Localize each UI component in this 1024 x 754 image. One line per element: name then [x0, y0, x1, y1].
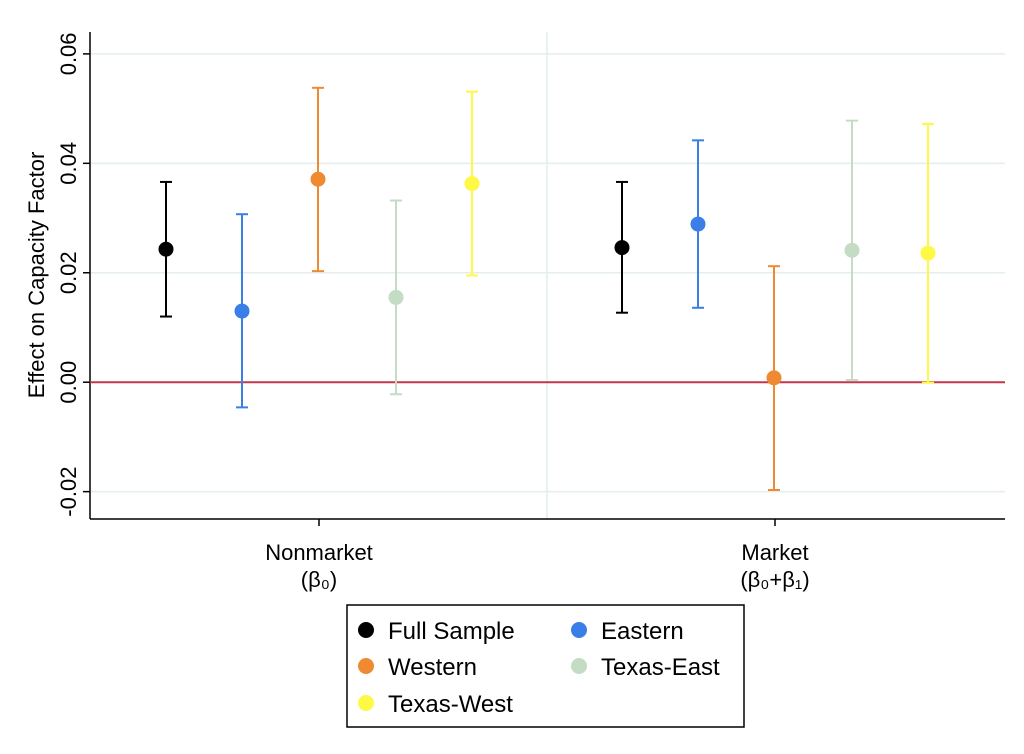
- legend-label-texas-west: Texas-West: [388, 691, 513, 718]
- point-estimate-texas-west-1: [920, 245, 936, 261]
- legend-marker-texas-east: [571, 658, 587, 674]
- y-tick-label-0: -0.02: [56, 467, 81, 517]
- legend-label-full-sample: Full Sample: [388, 618, 515, 645]
- point-estimate-texas-east-0: [388, 289, 404, 305]
- legend-marker-full-sample: [358, 622, 374, 638]
- legend-marker-texas-west: [358, 695, 374, 711]
- x-category-label-1: Market: [741, 540, 808, 565]
- y-axis-title: Effect on Capacity Factor: [24, 152, 49, 399]
- point-estimate-full-sample-0: [158, 241, 174, 257]
- axes: [83, 32, 1005, 526]
- y-tick-label-1: 0.00: [56, 361, 81, 404]
- point-estimate-western-1: [766, 370, 782, 386]
- point-estimate-texas-east-1: [844, 242, 860, 258]
- legend-marker-eastern: [571, 622, 587, 638]
- legend-label-texas-east: Texas-East: [601, 654, 720, 681]
- point-estimate-western-0: [310, 171, 326, 187]
- legend-box: [346, 604, 745, 728]
- x-category-sublabel-1: (β₀+β₁): [740, 567, 809, 592]
- y-tick-label-2: 0.02: [56, 251, 81, 294]
- y-tick-label-4: 0.06: [56, 32, 81, 75]
- legend-marker-western: [358, 658, 374, 674]
- point-estimate-eastern-1: [690, 216, 706, 232]
- point-estimate-eastern-0: [234, 303, 250, 319]
- x-category-sublabel-0: (β₀): [301, 567, 337, 592]
- legend: Full Sample Eastern Western Texas-East Texas…: [346, 604, 745, 728]
- y-tick-label-3: 0.04: [56, 142, 81, 185]
- legend-label-western: Western: [388, 654, 477, 681]
- point-estimate-texas-west-0: [464, 176, 480, 192]
- point-estimate-full-sample-1: [614, 240, 630, 256]
- x-category-label-0: Nonmarket: [265, 540, 373, 565]
- axis-labels: -0.02 0.00 0.02 0.04 0.06 Nonmarket(β₀) Market…: [56, 32, 810, 592]
- series-marks: [158, 86, 936, 491]
- legend-label-eastern: Eastern: [601, 618, 684, 645]
